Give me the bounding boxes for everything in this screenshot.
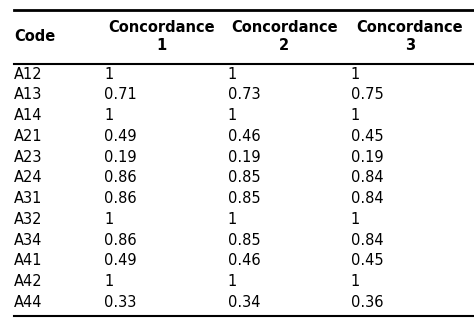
Text: A24: A24 (14, 170, 43, 185)
Text: A23: A23 (14, 150, 43, 165)
Text: 0.49: 0.49 (104, 253, 137, 268)
Text: 0.34: 0.34 (228, 295, 260, 310)
Text: A31: A31 (14, 191, 43, 206)
Text: Code: Code (14, 29, 55, 44)
Text: 0.86: 0.86 (104, 233, 137, 248)
Text: 0.85: 0.85 (228, 170, 260, 185)
Text: 0.75: 0.75 (351, 87, 383, 102)
Text: Concordance
2: Concordance 2 (231, 20, 337, 53)
Text: 0.45: 0.45 (351, 253, 383, 268)
Text: 0.85: 0.85 (228, 191, 260, 206)
Text: 1: 1 (228, 274, 237, 289)
Text: 0.45: 0.45 (351, 129, 383, 144)
Text: 0.49: 0.49 (104, 129, 137, 144)
Text: Concordance
3: Concordance 3 (357, 20, 463, 53)
Text: 1: 1 (104, 108, 114, 123)
Text: 0.84: 0.84 (351, 170, 383, 185)
Text: 1: 1 (351, 212, 360, 227)
Text: 1: 1 (351, 67, 360, 82)
Text: A34: A34 (14, 233, 43, 248)
Text: A21: A21 (14, 129, 43, 144)
Text: 1: 1 (351, 274, 360, 289)
Text: 1: 1 (104, 67, 114, 82)
Text: 0.19: 0.19 (104, 150, 137, 165)
Text: 0.19: 0.19 (228, 150, 260, 165)
Text: 0.36: 0.36 (351, 295, 383, 310)
Text: A13: A13 (14, 87, 43, 102)
Text: 0.19: 0.19 (351, 150, 383, 165)
Text: A41: A41 (14, 253, 43, 268)
Text: 0.71: 0.71 (104, 87, 137, 102)
Text: 1: 1 (228, 108, 237, 123)
Text: 0.46: 0.46 (228, 253, 260, 268)
Text: 0.84: 0.84 (351, 191, 383, 206)
Text: 1: 1 (228, 212, 237, 227)
Text: A42: A42 (14, 274, 43, 289)
Text: A12: A12 (14, 67, 43, 82)
Text: 0.86: 0.86 (104, 170, 137, 185)
Text: 0.33: 0.33 (104, 295, 137, 310)
Text: 0.86: 0.86 (104, 191, 137, 206)
Text: 1: 1 (351, 108, 360, 123)
Text: 0.46: 0.46 (228, 129, 260, 144)
Text: 1: 1 (104, 274, 114, 289)
Text: 1: 1 (228, 67, 237, 82)
Text: 1: 1 (104, 212, 114, 227)
Text: A44: A44 (14, 295, 43, 310)
Text: A32: A32 (14, 212, 43, 227)
Text: A14: A14 (14, 108, 43, 123)
Text: 0.73: 0.73 (228, 87, 260, 102)
Text: Concordance
1: Concordance 1 (108, 20, 214, 53)
Text: 0.84: 0.84 (351, 233, 383, 248)
Text: 0.85: 0.85 (228, 233, 260, 248)
